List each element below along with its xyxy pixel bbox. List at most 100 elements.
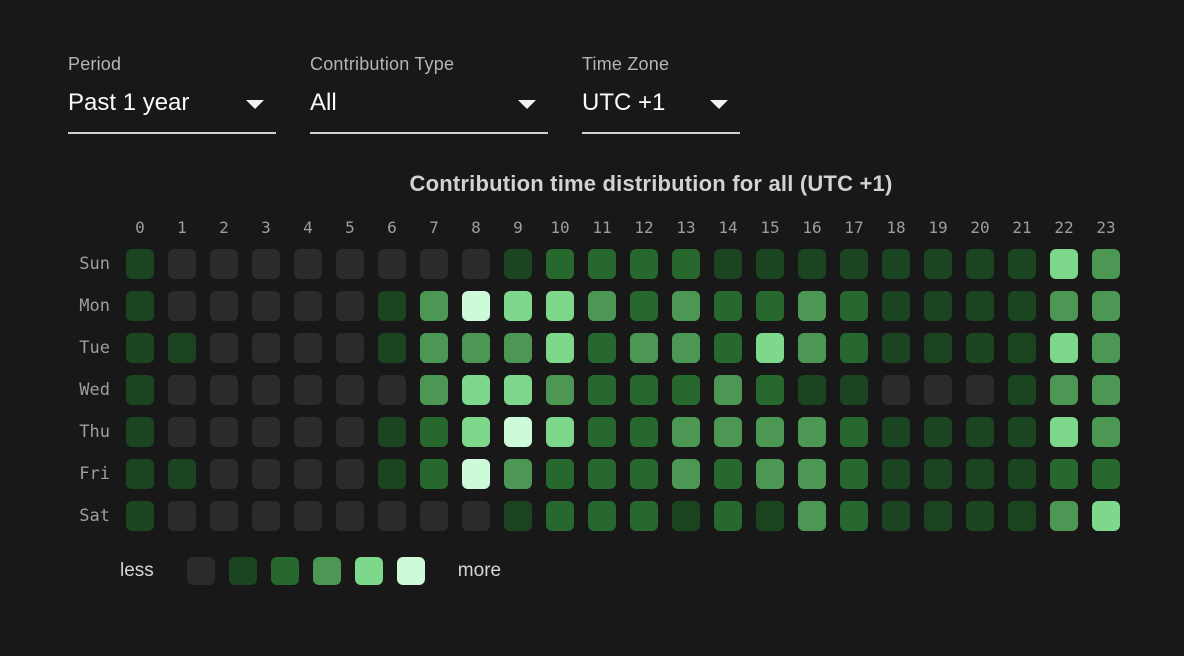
heatmap-cell-sat-h7[interactable] — [420, 501, 448, 531]
heatmap-cell-sun-h9[interactable] — [504, 249, 532, 279]
heatmap-cell-mon-h18[interactable] — [882, 291, 910, 321]
heatmap-cell-fri-h5[interactable] — [336, 459, 364, 489]
heatmap-cell-thu-h20[interactable] — [966, 417, 994, 447]
period-dropdown[interactable]: Period Past 1 year — [68, 52, 276, 134]
heatmap-cell-thu-h13[interactable] — [672, 417, 700, 447]
heatmap-cell-fri-h3[interactable] — [252, 459, 280, 489]
heatmap-cell-thu-h21[interactable] — [1008, 417, 1036, 447]
heatmap-cell-thu-h2[interactable] — [210, 417, 238, 447]
heatmap-cell-fri-h13[interactable] — [672, 459, 700, 489]
heatmap-cell-wed-h20[interactable] — [966, 375, 994, 405]
heatmap-cell-thu-h0[interactable] — [126, 417, 154, 447]
heatmap-cell-wed-h15[interactable] — [756, 375, 784, 405]
heatmap-cell-sat-h5[interactable] — [336, 501, 364, 531]
heatmap-cell-wed-h11[interactable] — [588, 375, 616, 405]
heatmap-cell-sat-h8[interactable] — [462, 501, 490, 531]
heatmap-cell-sun-h13[interactable] — [672, 249, 700, 279]
heatmap-cell-sat-h18[interactable] — [882, 501, 910, 531]
heatmap-cell-sat-h12[interactable] — [630, 501, 658, 531]
heatmap-cell-mon-h17[interactable] — [840, 291, 868, 321]
heatmap-cell-fri-h16[interactable] — [798, 459, 826, 489]
heatmap-cell-mon-h10[interactable] — [546, 291, 574, 321]
time-zone-dropdown[interactable]: Time Zone UTC +1 — [582, 52, 740, 134]
heatmap-cell-mon-h21[interactable] — [1008, 291, 1036, 321]
heatmap-cell-sat-h14[interactable] — [714, 501, 742, 531]
heatmap-cell-thu-h17[interactable] — [840, 417, 868, 447]
heatmap-cell-sun-h17[interactable] — [840, 249, 868, 279]
heatmap-cell-fri-h15[interactable] — [756, 459, 784, 489]
contribution-type-select[interactable]: All — [310, 76, 548, 134]
heatmap-cell-mon-h2[interactable] — [210, 291, 238, 321]
time-zone-select[interactable]: UTC +1 — [582, 76, 740, 134]
heatmap-cell-sun-h14[interactable] — [714, 249, 742, 279]
heatmap-cell-sun-h16[interactable] — [798, 249, 826, 279]
heatmap-cell-fri-h17[interactable] — [840, 459, 868, 489]
heatmap-cell-wed-h6[interactable] — [378, 375, 406, 405]
heatmap-cell-mon-h12[interactable] — [630, 291, 658, 321]
heatmap-cell-tue-h4[interactable] — [294, 333, 322, 363]
heatmap-cell-thu-h3[interactable] — [252, 417, 280, 447]
heatmap-cell-sat-h10[interactable] — [546, 501, 574, 531]
period-select[interactable]: Past 1 year — [68, 76, 276, 134]
heatmap-cell-sun-h6[interactable] — [378, 249, 406, 279]
heatmap-cell-tue-h10[interactable] — [546, 333, 574, 363]
heatmap-cell-sat-h4[interactable] — [294, 501, 322, 531]
heatmap-cell-sun-h18[interactable] — [882, 249, 910, 279]
heatmap-cell-thu-h7[interactable] — [420, 417, 448, 447]
heatmap-cell-wed-h18[interactable] — [882, 375, 910, 405]
heatmap-cell-tue-h0[interactable] — [126, 333, 154, 363]
heatmap-cell-sun-h7[interactable] — [420, 249, 448, 279]
heatmap-cell-sat-h9[interactable] — [504, 501, 532, 531]
heatmap-cell-wed-h13[interactable] — [672, 375, 700, 405]
heatmap-cell-mon-h16[interactable] — [798, 291, 826, 321]
heatmap-cell-tue-h12[interactable] — [630, 333, 658, 363]
heatmap-cell-sun-h0[interactable] — [126, 249, 154, 279]
heatmap-cell-tue-h7[interactable] — [420, 333, 448, 363]
heatmap-cell-sun-h21[interactable] — [1008, 249, 1036, 279]
heatmap-cell-wed-h3[interactable] — [252, 375, 280, 405]
heatmap-cell-sun-h20[interactable] — [966, 249, 994, 279]
heatmap-cell-thu-h1[interactable] — [168, 417, 196, 447]
heatmap-cell-mon-h11[interactable] — [588, 291, 616, 321]
heatmap-cell-sat-h20[interactable] — [966, 501, 994, 531]
heatmap-cell-sat-h17[interactable] — [840, 501, 868, 531]
heatmap-cell-sun-h12[interactable] — [630, 249, 658, 279]
heatmap-cell-fri-h4[interactable] — [294, 459, 322, 489]
heatmap-cell-fri-h10[interactable] — [546, 459, 574, 489]
heatmap-cell-mon-h6[interactable] — [378, 291, 406, 321]
heatmap-cell-sat-h21[interactable] — [1008, 501, 1036, 531]
heatmap-cell-tue-h1[interactable] — [168, 333, 196, 363]
heatmap-cell-thu-h4[interactable] — [294, 417, 322, 447]
heatmap-cell-sat-h2[interactable] — [210, 501, 238, 531]
heatmap-cell-mon-h20[interactable] — [966, 291, 994, 321]
heatmap-cell-tue-h13[interactable] — [672, 333, 700, 363]
heatmap-cell-tue-h2[interactable] — [210, 333, 238, 363]
heatmap-cell-mon-h5[interactable] — [336, 291, 364, 321]
heatmap-cell-thu-h22[interactable] — [1050, 417, 1078, 447]
heatmap-cell-sun-h1[interactable] — [168, 249, 196, 279]
heatmap-cell-thu-h8[interactable] — [462, 417, 490, 447]
heatmap-cell-sat-h1[interactable] — [168, 501, 196, 531]
heatmap-cell-fri-h22[interactable] — [1050, 459, 1078, 489]
heatmap-cell-mon-h7[interactable] — [420, 291, 448, 321]
heatmap-cell-sat-h0[interactable] — [126, 501, 154, 531]
heatmap-cell-fri-h19[interactable] — [924, 459, 952, 489]
heatmap-cell-fri-h20[interactable] — [966, 459, 994, 489]
heatmap-cell-thu-h16[interactable] — [798, 417, 826, 447]
heatmap-cell-sat-h15[interactable] — [756, 501, 784, 531]
heatmap-cell-sun-h8[interactable] — [462, 249, 490, 279]
heatmap-cell-fri-h6[interactable] — [378, 459, 406, 489]
heatmap-cell-tue-h14[interactable] — [714, 333, 742, 363]
heatmap-cell-sun-h19[interactable] — [924, 249, 952, 279]
heatmap-cell-fri-h1[interactable] — [168, 459, 196, 489]
heatmap-cell-wed-h12[interactable] — [630, 375, 658, 405]
heatmap-cell-wed-h0[interactable] — [126, 375, 154, 405]
heatmap-cell-sun-h23[interactable] — [1092, 249, 1120, 279]
heatmap-cell-fri-h11[interactable] — [588, 459, 616, 489]
heatmap-cell-thu-h19[interactable] — [924, 417, 952, 447]
heatmap-cell-wed-h21[interactable] — [1008, 375, 1036, 405]
heatmap-cell-thu-h11[interactable] — [588, 417, 616, 447]
heatmap-cell-fri-h9[interactable] — [504, 459, 532, 489]
heatmap-cell-tue-h8[interactable] — [462, 333, 490, 363]
heatmap-cell-mon-h3[interactable] — [252, 291, 280, 321]
